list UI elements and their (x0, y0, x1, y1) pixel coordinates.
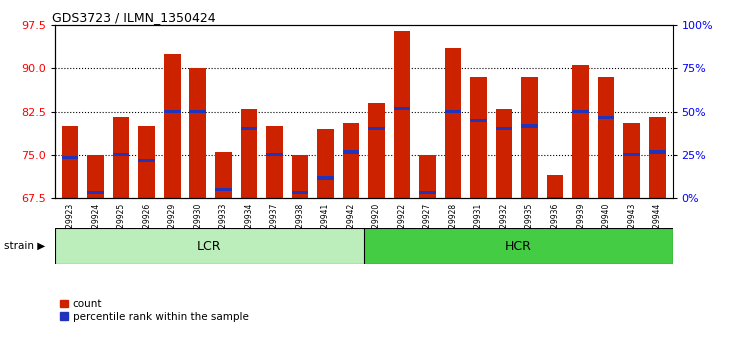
Bar (368, 127, 385, 130)
Bar (624, 123, 640, 198)
Bar (547, 175, 564, 198)
Bar (113, 117, 129, 198)
Bar (215, 152, 232, 198)
Bar (55, 228, 363, 264)
Bar (444, 48, 461, 198)
Bar (215, 188, 232, 191)
Text: GDS3723 / ILMN_1350424: GDS3723 / ILMN_1350424 (52, 11, 216, 24)
Bar (138, 126, 155, 198)
Bar (266, 126, 283, 198)
Bar (164, 54, 181, 198)
Bar (62, 156, 78, 159)
Bar (189, 110, 206, 113)
Bar (240, 127, 257, 130)
Bar (394, 107, 410, 110)
Bar (343, 123, 359, 198)
Bar (572, 65, 589, 198)
Bar (394, 30, 410, 198)
Bar (317, 176, 333, 179)
Bar (266, 153, 283, 156)
Text: strain ▶: strain ▶ (4, 241, 45, 251)
Bar (240, 109, 257, 198)
Bar (444, 110, 461, 113)
Bar (363, 228, 673, 264)
Bar (496, 127, 512, 130)
Bar (598, 116, 615, 119)
Bar (189, 68, 206, 198)
Bar (649, 150, 665, 154)
Text: HCR: HCR (504, 240, 531, 252)
Bar (496, 109, 512, 198)
Bar (521, 124, 538, 127)
Text: LCR: LCR (197, 240, 221, 252)
Bar (547, 197, 564, 200)
Bar (292, 191, 308, 194)
Bar (88, 191, 104, 194)
Bar (419, 155, 436, 198)
Bar (138, 159, 155, 162)
Bar (521, 77, 538, 198)
Bar (368, 103, 385, 198)
Bar (292, 155, 308, 198)
Bar (113, 153, 129, 156)
Legend: count, percentile rank within the sample: count, percentile rank within the sample (60, 299, 249, 322)
Bar (572, 110, 589, 113)
Bar (470, 119, 487, 122)
Bar (164, 110, 181, 113)
Bar (649, 117, 665, 198)
Bar (62, 126, 78, 198)
Bar (598, 77, 615, 198)
Bar (343, 150, 359, 154)
Bar (470, 77, 487, 198)
Bar (317, 129, 333, 198)
Bar (88, 155, 104, 198)
Bar (624, 153, 640, 156)
Bar (419, 191, 436, 194)
